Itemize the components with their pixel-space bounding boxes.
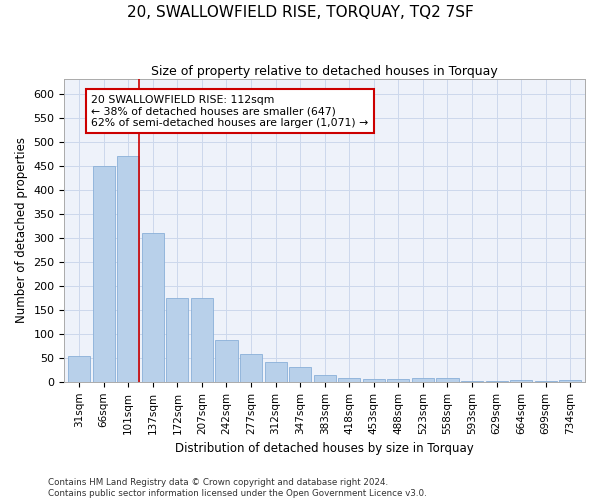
Bar	[68, 356, 90, 382]
Bar	[289, 368, 311, 382]
Bar	[166, 298, 188, 382]
Bar	[191, 298, 213, 382]
Y-axis label: Number of detached properties: Number of detached properties	[15, 138, 28, 324]
Bar	[142, 233, 164, 382]
Bar	[92, 166, 115, 382]
Text: 20 SWALLOWFIELD RISE: 112sqm
← 38% of detached houses are smaller (647)
62% of s: 20 SWALLOWFIELD RISE: 112sqm ← 38% of de…	[91, 94, 368, 128]
Bar	[412, 378, 434, 382]
Bar	[240, 354, 262, 382]
Bar	[485, 381, 508, 382]
Bar	[535, 381, 557, 382]
Bar	[338, 378, 361, 382]
Bar	[436, 378, 458, 382]
Bar	[461, 381, 483, 382]
Bar	[117, 156, 139, 382]
Bar	[215, 340, 238, 382]
X-axis label: Distribution of detached houses by size in Torquay: Distribution of detached houses by size …	[175, 442, 474, 455]
Bar	[314, 374, 336, 382]
Text: 20, SWALLOWFIELD RISE, TORQUAY, TQ2 7SF: 20, SWALLOWFIELD RISE, TORQUAY, TQ2 7SF	[127, 5, 473, 20]
Bar	[510, 380, 532, 382]
Bar	[265, 362, 287, 382]
Bar	[559, 380, 581, 382]
Text: Contains HM Land Registry data © Crown copyright and database right 2024.
Contai: Contains HM Land Registry data © Crown c…	[48, 478, 427, 498]
Title: Size of property relative to detached houses in Torquay: Size of property relative to detached ho…	[151, 65, 498, 78]
Bar	[388, 379, 409, 382]
Bar	[363, 379, 385, 382]
